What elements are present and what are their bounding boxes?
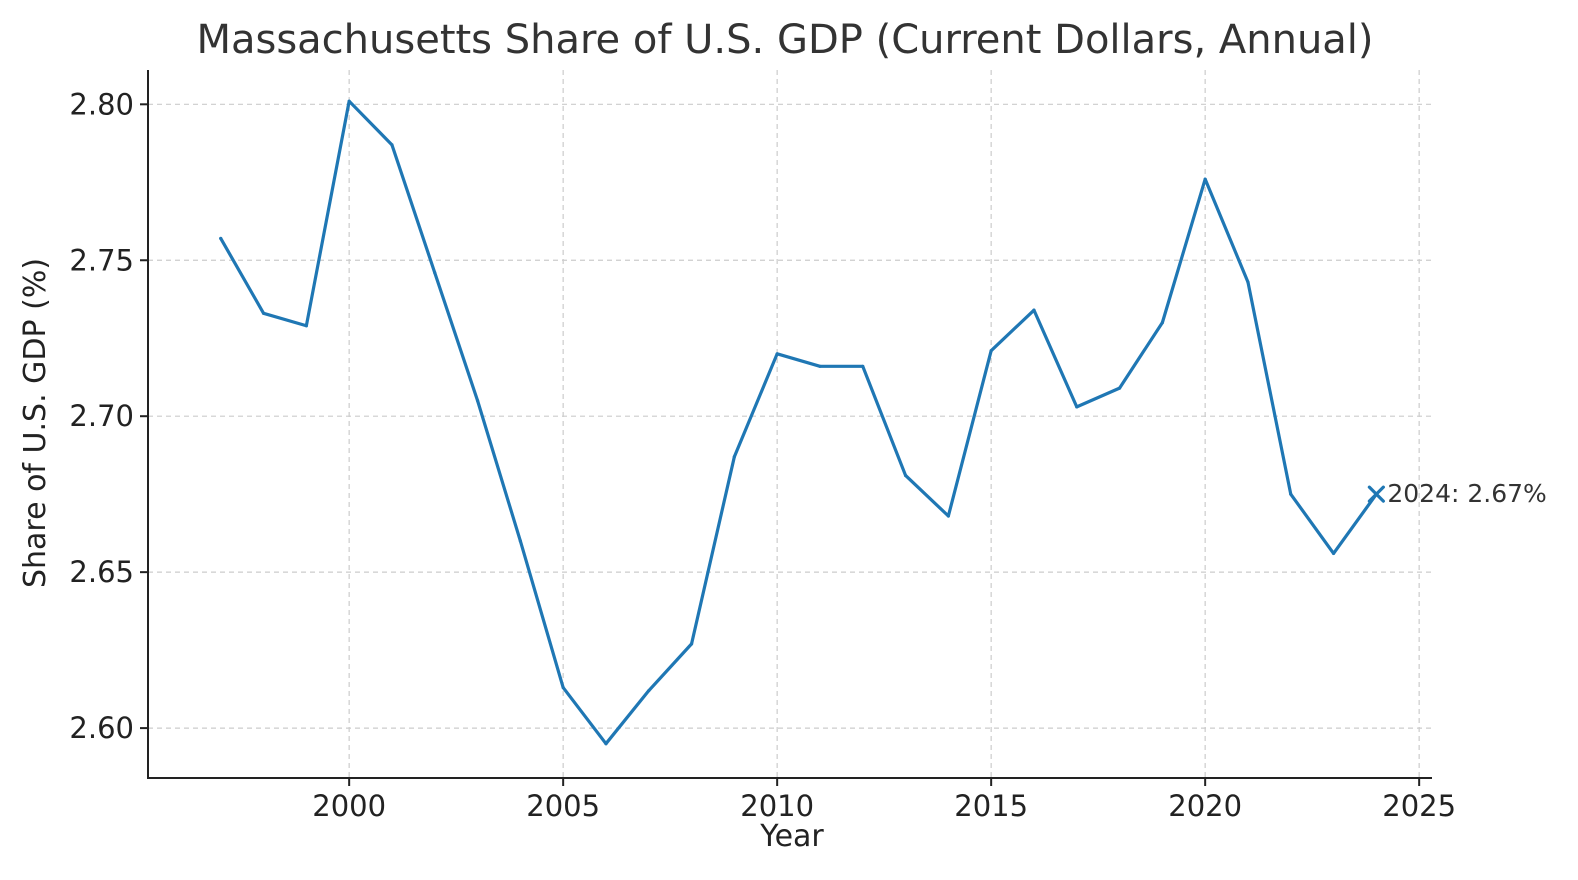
data-point — [775, 352, 779, 356]
annotation-marker — [1367, 485, 1385, 503]
data-point — [1032, 308, 1036, 312]
data-point — [561, 685, 565, 690]
data-point — [475, 399, 480, 403]
data-point — [903, 473, 908, 478]
y-axis-label: Share of U.S. GDP (%) — [18, 258, 53, 588]
data-point — [818, 364, 822, 368]
data-point — [261, 311, 266, 315]
y-tick-label: 2.75 — [69, 243, 134, 277]
grid — [148, 70, 1432, 778]
data-point — [689, 642, 694, 646]
axes — [147, 70, 1432, 779]
data-point — [1246, 280, 1250, 284]
y-tick-label: 2.70 — [69, 399, 134, 433]
data-point — [946, 514, 950, 518]
data-point — [1203, 177, 1207, 181]
data-point — [1289, 492, 1293, 496]
data-point — [604, 742, 608, 746]
annotations: 2024: 2.67% — [1367, 479, 1547, 508]
data-point — [390, 143, 394, 147]
data-point — [647, 689, 651, 693]
x-tick-label: 2015 — [954, 789, 1028, 823]
data-point — [433, 271, 437, 275]
data-point — [347, 99, 351, 103]
data-point — [861, 364, 865, 368]
data-point — [1117, 386, 1122, 390]
data-point — [1075, 405, 1079, 409]
data-point — [219, 236, 223, 241]
ticks: 2000 2005 2010 2015 2020 2025 2.60 2.65 2.70 2.75… — [69, 87, 1456, 823]
y-tick-label: 2.65 — [69, 555, 134, 589]
chart-title: Massachusetts Share of U.S. GDP (Current… — [196, 17, 1373, 63]
x-tick-label: 2010 — [740, 789, 814, 823]
data-point — [989, 349, 993, 353]
y-tick-label: 2.80 — [69, 87, 134, 121]
x-tick-label: 2000 — [312, 789, 386, 823]
x-tick-label: 2005 — [526, 789, 600, 823]
data-point — [1160, 321, 1164, 325]
x-tick-label: 2020 — [1168, 789, 1242, 823]
x-axis-label: Year — [759, 819, 824, 854]
series-line — [219, 99, 1378, 746]
y-tick-label: 2.60 — [69, 711, 134, 745]
data-point — [732, 455, 736, 459]
x-tick-label: 2025 — [1382, 789, 1456, 823]
data-point — [304, 324, 308, 328]
data-point — [518, 539, 522, 543]
data-point — [1331, 551, 1336, 556]
series-layer — [219, 99, 1378, 746]
annotation-label: 2024: 2.67% — [1387, 479, 1546, 508]
